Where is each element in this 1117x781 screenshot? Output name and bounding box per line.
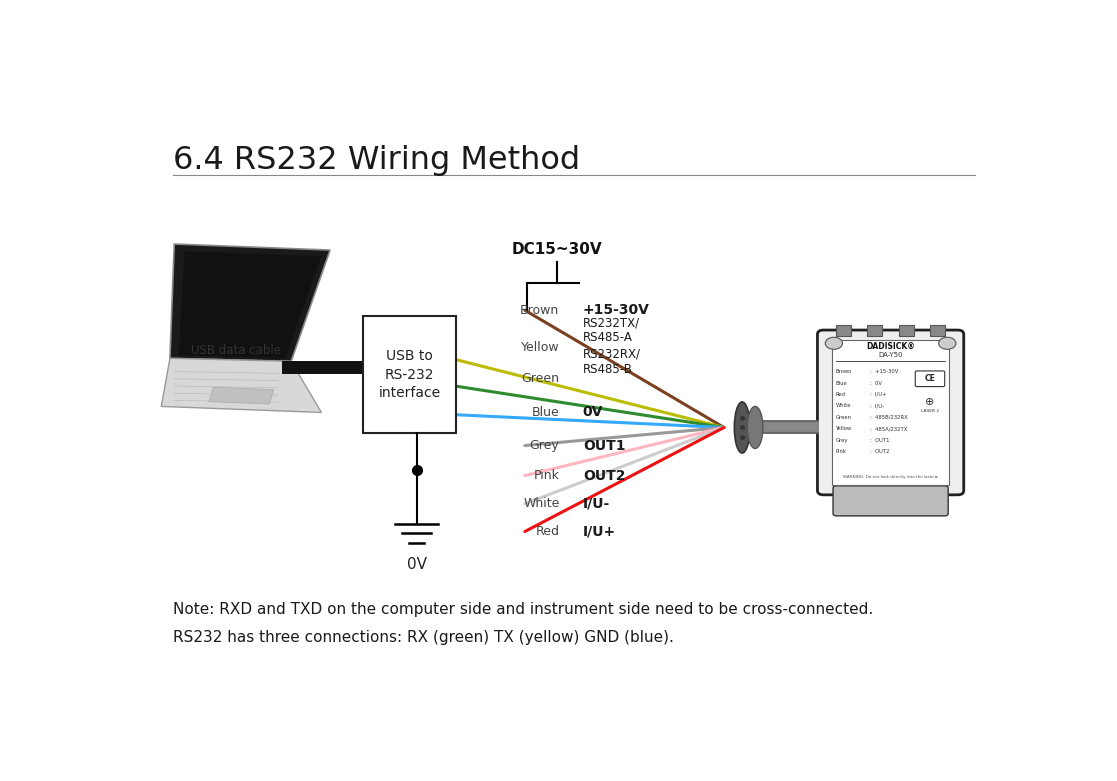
Text: Pink: Pink bbox=[836, 449, 847, 454]
Bar bbox=[899, 325, 915, 336]
Text: 6.4 RS232 Wiring Method: 6.4 RS232 Wiring Method bbox=[172, 144, 580, 176]
Text: :  485B/232RX: : 485B/232RX bbox=[870, 415, 908, 420]
Text: USB data cable: USB data cable bbox=[191, 344, 280, 356]
Text: :  I/U-: : I/U- bbox=[870, 404, 885, 408]
Text: Blue: Blue bbox=[532, 406, 560, 419]
Text: Green: Green bbox=[836, 415, 851, 420]
Text: :  OUT1: : OUT1 bbox=[870, 437, 890, 443]
Circle shape bbox=[825, 337, 842, 349]
Text: WARNING: Do not look directly into the laser ►: WARNING: Do not look directly into the l… bbox=[843, 476, 938, 480]
Text: DA-Y50: DA-Y50 bbox=[878, 352, 903, 358]
Text: Green: Green bbox=[522, 373, 560, 385]
Polygon shape bbox=[209, 387, 274, 404]
Text: :  0V: : 0V bbox=[870, 380, 882, 386]
Text: White: White bbox=[836, 404, 851, 408]
Text: DADISICK®: DADISICK® bbox=[866, 342, 915, 351]
Text: Grey: Grey bbox=[529, 439, 560, 452]
Text: RS232TX/
RS485-A: RS232TX/ RS485-A bbox=[583, 316, 640, 344]
Text: Grey: Grey bbox=[836, 437, 848, 443]
Text: OUT2: OUT2 bbox=[583, 469, 626, 483]
Text: Red: Red bbox=[535, 525, 560, 538]
Bar bbox=[836, 325, 851, 336]
Bar bbox=[283, 361, 363, 374]
Text: CE: CE bbox=[925, 374, 935, 383]
Text: 0V: 0V bbox=[407, 557, 427, 572]
Bar bbox=[363, 316, 457, 433]
Text: USB to
RS-232
interface: USB to RS-232 interface bbox=[379, 349, 441, 400]
Text: +15-30V: +15-30V bbox=[583, 303, 650, 317]
Polygon shape bbox=[170, 244, 331, 362]
Bar bbox=[832, 341, 949, 484]
Bar bbox=[929, 325, 945, 336]
Text: RS232 has three connections: RX (green) TX (yellow) GND (blue).: RS232 has three connections: RX (green) … bbox=[172, 630, 674, 645]
Text: :  OUT2: : OUT2 bbox=[870, 449, 890, 454]
FancyBboxPatch shape bbox=[818, 330, 964, 495]
Text: Brown: Brown bbox=[836, 369, 852, 374]
Text: :  485A/232TX: : 485A/232TX bbox=[870, 426, 908, 431]
Text: LASER 2: LASER 2 bbox=[920, 409, 939, 413]
Text: :  +15-30V: : +15-30V bbox=[870, 369, 899, 374]
Polygon shape bbox=[161, 358, 322, 412]
Text: Brown: Brown bbox=[521, 304, 560, 317]
Text: RS232RX/
RS485-B: RS232RX/ RS485-B bbox=[583, 348, 641, 376]
Text: ⊕: ⊕ bbox=[925, 397, 935, 407]
Text: Note: RXD and TXD on the computer side and instrument side need to be cross-conn: Note: RXD and TXD on the computer side a… bbox=[172, 602, 872, 617]
Text: Yellow: Yellow bbox=[521, 341, 560, 354]
Bar bbox=[867, 325, 882, 336]
Text: I/U-: I/U- bbox=[583, 497, 610, 511]
Text: I/U+: I/U+ bbox=[583, 525, 615, 539]
Text: White: White bbox=[523, 497, 560, 510]
Text: DC15~30V: DC15~30V bbox=[512, 242, 602, 257]
Circle shape bbox=[938, 337, 956, 349]
FancyBboxPatch shape bbox=[833, 486, 948, 516]
Text: 0V: 0V bbox=[583, 405, 603, 419]
Text: Blue: Blue bbox=[836, 380, 848, 386]
Text: Pink: Pink bbox=[534, 469, 560, 482]
FancyBboxPatch shape bbox=[915, 371, 945, 387]
Ellipse shape bbox=[747, 406, 763, 448]
Text: OUT1: OUT1 bbox=[583, 438, 626, 452]
Ellipse shape bbox=[734, 402, 750, 453]
Polygon shape bbox=[179, 251, 322, 358]
Text: Yellow: Yellow bbox=[836, 426, 852, 431]
Text: Red: Red bbox=[836, 392, 846, 397]
Text: :  I/U+: : I/U+ bbox=[870, 392, 887, 397]
